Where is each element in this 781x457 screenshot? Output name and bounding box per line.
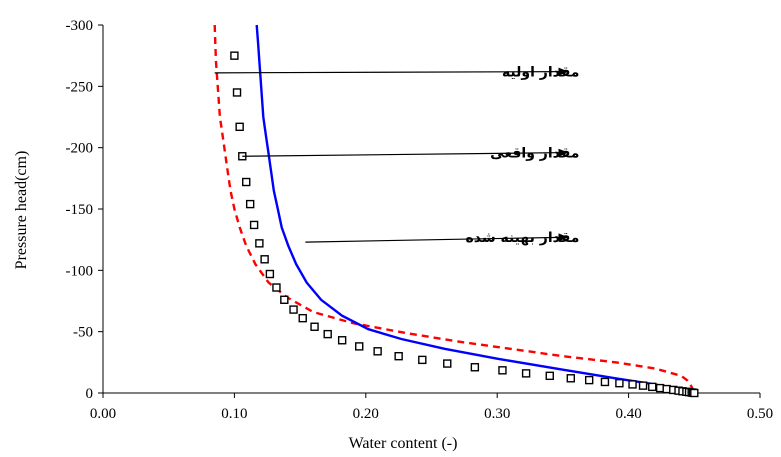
data-point: [418, 355, 427, 365]
y-tick-label: 0: [86, 386, 94, 402]
data-point: [373, 347, 382, 356]
y-tick-label: -300: [66, 18, 94, 34]
annotation-label: مقدار بهینه شده: [465, 230, 579, 246]
data-point: [323, 329, 332, 339]
annotation-label: مقدار اولیه: [502, 65, 580, 81]
data-point: [690, 388, 699, 398]
axes: 0.00 0.10 0.20 0.30 0.40 0.50 0 -50 -100 -150 -200…: [66, 18, 774, 422]
data-point: [245, 199, 255, 209]
data-point: [235, 122, 244, 132]
x-tick-label: 0.00: [90, 406, 116, 422]
data-point: [545, 371, 554, 381]
data-point: [242, 177, 251, 187]
data-point: [289, 305, 298, 314]
x-tick-label: 0.50: [747, 406, 773, 422]
data-point: [249, 220, 259, 230]
data-point: [255, 239, 264, 248]
data-point: [272, 283, 281, 292]
data-point: [521, 369, 531, 378]
measured-points-series: [230, 51, 699, 398]
annotation-arrow: [242, 148, 569, 157]
annotation-label: مقدار واقعی: [490, 146, 579, 162]
y-tick-label: -250: [66, 79, 94, 95]
x-tick-label: 0.20: [353, 406, 379, 422]
y-axis-title: Pressure head(cm): [13, 151, 30, 270]
data-point: [265, 269, 275, 279]
y-tick-label: -150: [66, 202, 94, 218]
initial-curve-line: [213, 24, 696, 394]
y-tick-label: -200: [66, 141, 94, 157]
data-point: [600, 377, 610, 387]
optimized-curve-line: [255, 24, 695, 395]
x-tick-label: 0.10: [221, 406, 247, 422]
data-point: [394, 352, 403, 361]
data-point: [638, 381, 648, 390]
data-point: [230, 51, 239, 60]
data-point: [298, 313, 307, 323]
data-point: [648, 382, 657, 392]
data-point: [443, 359, 452, 368]
series-layer: [213, 24, 699, 398]
annotation-arrow: [305, 233, 569, 243]
data-point: [470, 363, 480, 372]
y-tick-label: -100: [66, 263, 94, 279]
data-point: [584, 375, 594, 385]
data-point: [498, 366, 507, 375]
data-point: [628, 380, 637, 389]
y-tick-label: -50: [73, 325, 93, 341]
data-point: [232, 88, 242, 97]
x-axis-title: Water content (-): [349, 435, 458, 452]
data-point: [566, 374, 575, 383]
data-point: [615, 378, 624, 388]
data-point: [310, 322, 319, 331]
x-tick-label: 0.30: [484, 406, 510, 422]
annotations: مقدار اولیه مقدار واقعی مقدار بهینه شده: [214, 65, 580, 246]
data-point: [260, 255, 269, 264]
data-point: [280, 295, 289, 304]
annotation-arrow: [214, 67, 569, 76]
data-point: [337, 336, 347, 345]
data-point: [355, 342, 364, 351]
x-tick-label: 0.40: [615, 406, 641, 422]
